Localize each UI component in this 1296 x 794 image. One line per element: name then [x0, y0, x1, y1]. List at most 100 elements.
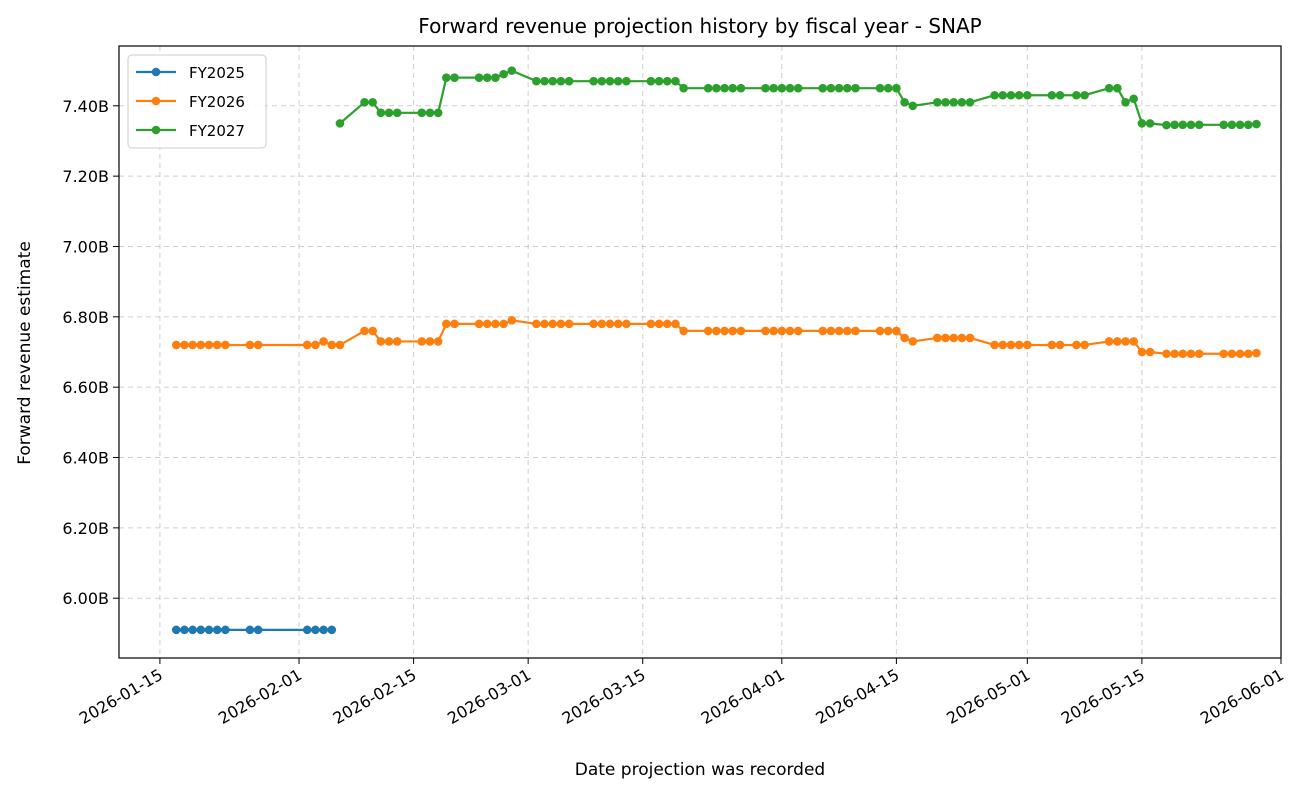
data-point [417, 337, 427, 346]
data-point [482, 73, 492, 82]
data-point [204, 340, 214, 350]
plot-frame [118, 45, 1282, 659]
series-fy2025 [171, 625, 337, 635]
data-point [368, 326, 377, 336]
data-point [1129, 337, 1138, 346]
data-point [834, 326, 844, 336]
data-point [1113, 83, 1122, 93]
data-point [990, 90, 999, 100]
y-tick-label: 6.80B [62, 308, 109, 327]
data-point [319, 337, 328, 346]
data-point [949, 97, 958, 107]
data-point [843, 326, 852, 336]
data-point [507, 66, 517, 75]
data-point [883, 326, 893, 336]
data-point [433, 108, 443, 118]
data-point [433, 337, 443, 346]
data-point [1121, 337, 1130, 346]
data-point [474, 73, 484, 82]
data-point [548, 76, 557, 86]
data-point [1243, 120, 1253, 130]
data-point [376, 337, 386, 346]
data-point [532, 319, 541, 329]
data-point [327, 340, 337, 350]
data-point [875, 83, 885, 93]
data-point [720, 326, 729, 336]
data-point [1080, 340, 1089, 350]
data-point [851, 326, 860, 336]
legend-marker [151, 125, 161, 135]
y-tick-label: 6.60B [62, 378, 109, 397]
data-point [499, 319, 508, 329]
legend-item: FY2026 [136, 93, 245, 111]
data-point [1235, 349, 1245, 359]
data-point [834, 83, 844, 93]
data-point [793, 326, 803, 336]
data-point [1162, 349, 1171, 359]
y-axis-label: Forward revenue estimate [15, 241, 35, 465]
legend-item: FY2027 [136, 122, 245, 140]
data-point [1023, 90, 1032, 100]
data-point [736, 83, 746, 93]
data-point [327, 625, 337, 635]
data-point [384, 337, 394, 346]
data-point [556, 319, 566, 329]
data-point [1178, 120, 1188, 130]
data-point [180, 625, 189, 635]
chart-title: Forward revenue projection history by fi… [418, 14, 981, 38]
legend-label: FY2027 [189, 122, 245, 140]
data-point [671, 319, 680, 329]
data-point [392, 337, 402, 346]
data-point [1227, 120, 1237, 130]
data-point [965, 97, 975, 107]
legend-item: FY2025 [136, 64, 245, 82]
data-point [908, 101, 918, 111]
data-point [1014, 340, 1024, 350]
data-point [1104, 337, 1114, 346]
data-point [1047, 90, 1057, 100]
data-point [1055, 340, 1065, 350]
legend: FY2025 FY2026 FY2027 [127, 54, 267, 149]
data-point [875, 326, 885, 336]
data-point [826, 326, 836, 336]
data-point [368, 97, 377, 107]
data-point [662, 319, 672, 329]
data-point [900, 97, 909, 107]
data-point [532, 76, 541, 86]
data-point [949, 333, 958, 343]
data-point [1145, 347, 1155, 357]
data-point [761, 326, 770, 336]
series-layer [171, 66, 1261, 635]
data-point [450, 319, 459, 329]
data-point [671, 76, 680, 86]
data-point [654, 319, 664, 329]
data-point [188, 340, 197, 350]
data-point [1145, 119, 1155, 128]
data-point [1194, 349, 1204, 359]
y-tick-label: 7.00B [62, 237, 109, 256]
data-point [883, 83, 893, 93]
data-point [597, 76, 607, 86]
data-point [1072, 90, 1081, 100]
data-point [1219, 120, 1229, 130]
data-point [384, 108, 394, 118]
data-point [188, 625, 197, 635]
data-point [941, 333, 950, 343]
data-point [597, 319, 607, 329]
y-tick-label: 6.00B [62, 589, 109, 608]
data-point [712, 83, 721, 93]
data-point [311, 625, 320, 635]
data-point [196, 625, 206, 635]
data-point [1252, 119, 1261, 129]
data-point [548, 319, 557, 329]
data-point [556, 76, 566, 86]
data-point [376, 108, 386, 118]
data-point [703, 326, 713, 336]
data-point [392, 108, 402, 118]
data-point [474, 319, 484, 329]
data-point [957, 333, 967, 343]
data-point [769, 326, 778, 336]
data-point [622, 76, 631, 86]
